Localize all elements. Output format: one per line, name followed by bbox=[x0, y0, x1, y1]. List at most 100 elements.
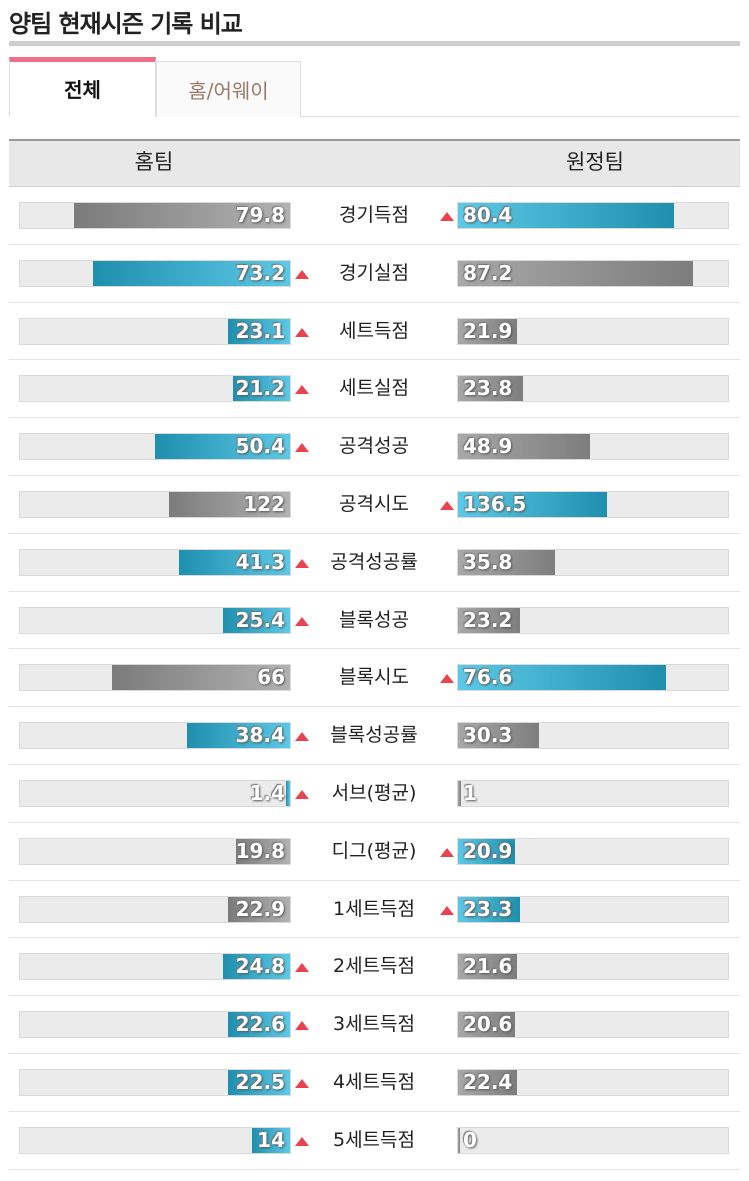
tab-bar: 전체 홈/어웨이 bbox=[0, 57, 749, 119]
up-arrow-icon bbox=[295, 269, 309, 279]
stat-label: 세트실점 bbox=[339, 377, 409, 400]
away-value: 21.9 bbox=[463, 318, 513, 343]
away-bar bbox=[458, 838, 515, 864]
page-title: 양팀 현재시즌 기록 비교 bbox=[9, 10, 243, 38]
away-bar bbox=[458, 1012, 515, 1038]
away-bar-track: 20.6 bbox=[457, 1011, 729, 1039]
tab-all[interactable]: 전체 bbox=[9, 57, 156, 117]
stat-label: 경기득점 bbox=[339, 204, 409, 226]
stat-row: 25.4 블록성공 23.2 bbox=[9, 592, 740, 650]
home-bar bbox=[179, 549, 290, 575]
away-bar-track: 35.8 bbox=[457, 548, 729, 576]
home-bar bbox=[252, 1127, 290, 1153]
home-bar bbox=[155, 434, 290, 460]
stat-label: 경기실점 bbox=[339, 261, 409, 284]
stat-row: 50.4 공격성공 48.9 bbox=[9, 418, 740, 476]
up-arrow-icon bbox=[295, 327, 309, 337]
stat-label: 3세트득점 bbox=[332, 1013, 415, 1036]
home-bar bbox=[233, 376, 290, 402]
comparison-table: 홈팀 원정팀 79.8 경기득점 80.4 73.2 경기실점 87.2 23.1 세트득점 2… bbox=[9, 139, 740, 1170]
home-bar-track: 14 bbox=[19, 1126, 291, 1154]
home-value: 1.4 bbox=[249, 780, 285, 805]
away-bar bbox=[458, 665, 666, 691]
home-bar bbox=[222, 607, 290, 633]
away-bar-track: 1 bbox=[457, 779, 729, 807]
away-value: 35.8 bbox=[463, 549, 513, 574]
home-bar-track: 19.8 bbox=[19, 837, 291, 865]
home-bar bbox=[187, 723, 290, 749]
up-arrow-icon bbox=[440, 500, 454, 510]
stat-row: 22.9 1세트득점 23.3 bbox=[9, 881, 740, 939]
tab-home-away[interactable]: 홈/어웨이 bbox=[156, 61, 301, 117]
stat-label: 블록시도 bbox=[339, 666, 409, 689]
home-value: 66 bbox=[257, 665, 285, 690]
away-bar-track: 23.8 bbox=[457, 375, 729, 403]
away-value: 21.6 bbox=[463, 954, 513, 979]
away-value: 23.3 bbox=[463, 896, 513, 921]
away-value: 20.6 bbox=[463, 1012, 513, 1037]
stat-label: 공격성공률 bbox=[330, 550, 418, 573]
away-value: 136.5 bbox=[463, 491, 527, 516]
stat-label: 1세트득점 bbox=[332, 897, 415, 920]
away-bar-track: 136.5 bbox=[457, 490, 729, 518]
up-arrow-icon bbox=[295, 616, 309, 626]
stat-row: 23.1 세트득점 21.9 bbox=[9, 303, 740, 361]
home-bar bbox=[92, 260, 290, 286]
home-bar bbox=[227, 318, 290, 344]
away-value: 80.4 bbox=[463, 203, 513, 227]
away-bar bbox=[458, 607, 521, 633]
stat-label: 공격시도 bbox=[339, 492, 409, 515]
home-bar-track: 22.5 bbox=[19, 1068, 291, 1096]
home-bar-track: 66 bbox=[19, 664, 291, 692]
away-bar bbox=[458, 780, 461, 806]
up-arrow-icon bbox=[295, 1021, 309, 1031]
up-arrow-icon bbox=[295, 1078, 309, 1088]
away-bar bbox=[458, 318, 518, 344]
away-value: 20.9 bbox=[463, 838, 513, 863]
up-arrow-icon bbox=[295, 963, 309, 973]
away-bar bbox=[458, 1127, 460, 1153]
home-bar-track: 24.8 bbox=[19, 953, 291, 981]
stat-label: 공격성공 bbox=[339, 435, 409, 458]
tab-divider bbox=[300, 116, 740, 117]
home-bar bbox=[227, 896, 290, 922]
away-value: 30.3 bbox=[463, 723, 513, 748]
away-bar bbox=[458, 203, 674, 228]
home-value: 24.8 bbox=[235, 954, 285, 979]
home-value: 19.8 bbox=[235, 838, 285, 863]
stat-label: 블록성공률 bbox=[330, 724, 418, 747]
stat-row: 66 블록시도 76.6 bbox=[9, 649, 740, 708]
up-arrow-icon bbox=[440, 847, 454, 857]
home-value: 21.2 bbox=[235, 376, 285, 401]
stat-label: 4세트득점 bbox=[332, 1070, 415, 1093]
home-bar-track: 50.4 bbox=[19, 433, 291, 461]
home-bar-track: 22.6 bbox=[19, 1011, 291, 1039]
stat-row: 38.4 블록성공률 30.3 bbox=[9, 707, 740, 765]
away-value: 22.4 bbox=[463, 1069, 513, 1094]
away-value: 23.8 bbox=[463, 376, 513, 401]
stat-row: 14 5세트득점 0 bbox=[9, 1112, 740, 1170]
stat-row: 24.8 2세트득점 21.6 bbox=[9, 938, 740, 997]
away-bar-track: 23.3 bbox=[457, 895, 729, 923]
up-arrow-icon bbox=[440, 212, 454, 221]
up-arrow-icon bbox=[295, 558, 309, 568]
page-header: 양팀 현재시즌 기록 비교 bbox=[0, 0, 749, 47]
stat-label: 세트득점 bbox=[339, 319, 409, 342]
home-bar bbox=[168, 491, 290, 517]
home-bar-track: 38.4 bbox=[19, 722, 291, 750]
away-bar-track: 21.6 bbox=[457, 953, 729, 981]
home-bar-track: 21.2 bbox=[19, 375, 291, 403]
away-bar bbox=[458, 491, 607, 517]
up-arrow-icon bbox=[440, 905, 454, 915]
home-team-header: 홈팀 bbox=[134, 150, 174, 174]
home-bar-track: 79.8 bbox=[19, 202, 291, 229]
away-value: 1 bbox=[463, 780, 477, 805]
home-value: 22.5 bbox=[235, 1069, 285, 1094]
away-bar bbox=[458, 723, 539, 749]
stat-label: 5세트득점 bbox=[332, 1128, 415, 1151]
up-arrow-icon bbox=[295, 732, 309, 742]
away-bar-track: 80.4 bbox=[457, 202, 729, 229]
home-bar-track: 1.4 bbox=[19, 779, 291, 807]
away-bar-track: 30.3 bbox=[457, 722, 729, 750]
home-value: 122 bbox=[243, 491, 285, 516]
